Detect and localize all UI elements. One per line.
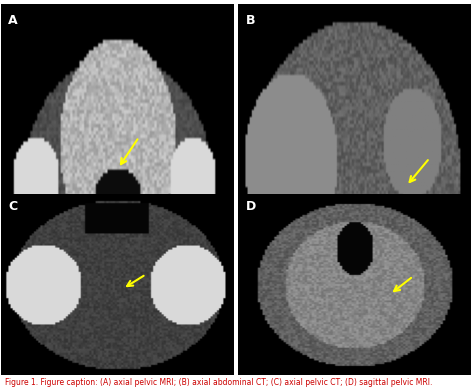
Text: C: C	[9, 200, 18, 213]
Text: A: A	[9, 14, 18, 27]
Text: D: D	[246, 200, 255, 213]
Text: B: B	[246, 14, 255, 27]
Text: Figure 1. Figure caption: (A) axial pelvic MRI; (B) axial abdominal CT; (C) axia: Figure 1. Figure caption: (A) axial pelv…	[5, 378, 432, 387]
